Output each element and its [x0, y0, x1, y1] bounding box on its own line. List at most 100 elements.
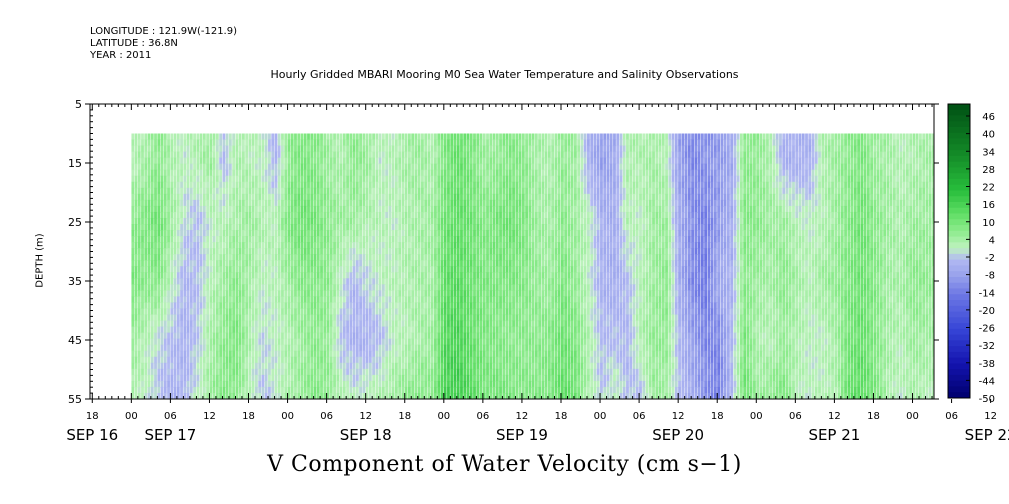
heatmap-cell: [372, 332, 375, 340]
heatmap-cell: [411, 157, 415, 165]
heatmap-cell: [163, 199, 167, 207]
heatmap-cell: [424, 133, 428, 141]
heatmap-cell: [368, 193, 372, 201]
heatmap-cell: [434, 157, 437, 165]
heatmap-cell: [443, 362, 447, 370]
heatmap-cell: [193, 344, 196, 352]
heatmap-cell: [466, 266, 470, 273]
heatmap-cell: [378, 290, 382, 298]
heatmap-cell: [202, 368, 206, 376]
heatmap-cell: [443, 284, 447, 291]
heatmap-cell: [294, 193, 297, 201]
heatmap-cell: [342, 356, 346, 364]
heatmap-cell: [150, 236, 154, 243]
heatmap-cell: [235, 296, 239, 304]
heatmap-cell: [437, 139, 441, 147]
heatmap-cell: [473, 392, 476, 399]
heatmap-cell: [443, 380, 447, 388]
heatmap-cell: [355, 272, 359, 279]
heatmap-cell: [368, 278, 372, 285]
heatmap-cell: [443, 248, 447, 255]
heatmap-cell: [368, 254, 372, 261]
heatmap-cell: [173, 187, 177, 195]
heatmap-cell: [352, 356, 356, 364]
heatmap-cell: [339, 139, 343, 147]
heatmap-cell: [434, 254, 437, 261]
heatmap-cell: [281, 260, 284, 267]
heatmap-cell: [388, 320, 392, 328]
heatmap-cell: [463, 320, 467, 328]
heatmap-cell: [150, 368, 154, 376]
heatmap-cell: [287, 284, 291, 291]
heatmap-cell: [378, 254, 382, 261]
heatmap-cell: [381, 332, 385, 340]
heatmap-cell: [268, 211, 271, 219]
heatmap-cell: [307, 338, 310, 346]
heatmap-cell: [372, 314, 375, 322]
heatmap-cell: [450, 338, 454, 346]
heatmap-cell: [137, 205, 141, 213]
heatmap-cell: [316, 374, 320, 382]
heatmap-cell: [329, 254, 333, 261]
heatmap-cell: [242, 211, 245, 219]
heatmap-cell: [232, 290, 236, 298]
heatmap-cell: [235, 254, 239, 261]
heatmap-cell: [486, 320, 489, 328]
heatmap-cell: [342, 266, 346, 273]
heatmap-cell: [430, 296, 434, 304]
heatmap-cell: [434, 248, 437, 255]
heatmap-cell: [290, 380, 294, 388]
heatmap-cell: [453, 296, 457, 304]
heatmap-cell: [150, 314, 154, 322]
heatmap-cell: [271, 344, 275, 352]
heatmap-cell: [447, 302, 450, 310]
heatmap-cell: [456, 193, 460, 201]
heatmap-cell: [134, 344, 138, 352]
heatmap-cell: [147, 386, 151, 394]
heatmap-cell: [212, 224, 216, 231]
heatmap-cell: [427, 272, 431, 279]
heatmap-cell: [157, 242, 161, 249]
heatmap-cell: [342, 187, 346, 195]
heatmap-cell: [326, 326, 330, 334]
heatmap-cell: [261, 175, 265, 183]
heatmap-cell: [381, 217, 385, 225]
heatmap-cell: [202, 187, 206, 195]
heatmap-cell: [375, 296, 379, 304]
heatmap-cells: [131, 133, 934, 399]
heatmap-cell: [313, 151, 317, 159]
heatmap-cell: [232, 145, 236, 153]
heatmap-cell: [336, 242, 340, 249]
heatmap-cell: [313, 175, 317, 183]
heatmap-cell: [202, 151, 206, 159]
heatmap-cell: [372, 248, 375, 255]
heatmap-cell: [414, 290, 418, 298]
heatmap-cell: [235, 290, 239, 298]
heatmap-cell: [421, 320, 424, 328]
heatmap-cell: [372, 290, 375, 298]
heatmap-cell: [495, 302, 499, 310]
heatmap-cell: [362, 338, 366, 346]
heatmap-cell: [160, 224, 164, 231]
heatmap-cell: [401, 133, 405, 141]
heatmap-cell: [150, 392, 154, 399]
heatmap-cell: [160, 368, 164, 376]
heatmap-cell: [248, 205, 252, 213]
heatmap-cell: [209, 133, 213, 141]
heatmap-cell: [486, 272, 489, 279]
heatmap-cell: [434, 344, 437, 352]
heatmap-cell: [167, 211, 170, 219]
heatmap-cell: [346, 187, 349, 195]
heatmap-cell: [264, 254, 268, 261]
heatmap-cell: [359, 217, 362, 225]
heatmap-cell: [268, 314, 271, 322]
heatmap-cell: [486, 362, 489, 370]
heatmap-cell: [176, 230, 180, 237]
heatmap-cell: [134, 278, 138, 285]
heatmap-cell: [336, 392, 340, 399]
heatmap-cell: [313, 157, 317, 165]
heatmap-cell: [209, 344, 213, 352]
heatmap-cell: [492, 211, 496, 219]
heatmap-cell: [215, 320, 219, 328]
heatmap-cell: [160, 320, 164, 328]
